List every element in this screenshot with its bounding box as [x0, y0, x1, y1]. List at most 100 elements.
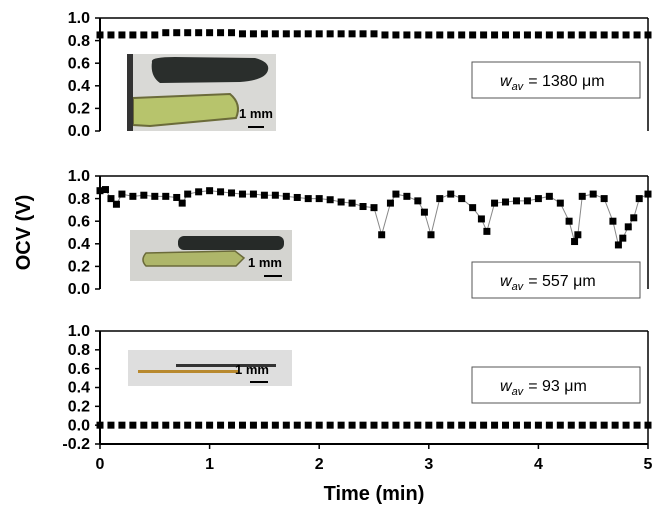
data-point — [512, 421, 520, 429]
data-point — [151, 192, 159, 200]
data-point — [107, 421, 115, 429]
data-point — [427, 231, 435, 239]
inset-photo — [130, 230, 292, 281]
data-point — [392, 190, 400, 198]
data-point — [162, 29, 170, 37]
data-point — [173, 193, 181, 201]
data-point — [512, 31, 520, 39]
data-point — [206, 29, 214, 37]
y-tick-label: 0.4 — [68, 236, 90, 253]
data-point — [112, 200, 120, 208]
data-point — [217, 29, 225, 37]
y-tick-label: -0.2 — [62, 436, 90, 453]
data-point — [534, 195, 542, 203]
label-text: wav = 93 μm — [500, 378, 587, 398]
data-point — [512, 197, 520, 205]
data-point — [293, 421, 301, 429]
data-point — [386, 199, 394, 207]
data-point — [381, 31, 389, 39]
data-point — [624, 223, 632, 231]
data-point — [458, 195, 466, 203]
data-point — [480, 421, 488, 429]
data-point — [101, 186, 109, 194]
data-point — [589, 31, 597, 39]
data-point — [206, 421, 214, 429]
label-value: = 557 μm — [528, 273, 595, 290]
data-point — [326, 30, 334, 38]
data-point — [556, 421, 564, 429]
data-point — [238, 421, 246, 429]
data-point — [228, 29, 236, 37]
data-point — [370, 30, 378, 38]
data-point — [118, 31, 126, 39]
data-point — [140, 191, 148, 199]
data-point — [469, 31, 477, 39]
data-point — [403, 31, 411, 39]
data-point — [556, 31, 564, 39]
x-axis-title: Time (min) — [324, 483, 425, 505]
scale-bar-label: 1 mm — [235, 362, 269, 377]
data-point — [600, 421, 608, 429]
data-point — [381, 421, 389, 429]
data-point — [477, 215, 485, 223]
data-point — [184, 190, 192, 198]
data-point — [414, 197, 422, 205]
label-subscript: av — [512, 281, 525, 293]
data-point — [534, 421, 542, 429]
data-point — [178, 199, 186, 207]
data-point — [502, 198, 510, 206]
label-text: wav = 1380 μm — [500, 73, 605, 93]
data-point — [304, 195, 312, 203]
data-point — [447, 31, 455, 39]
data-point — [392, 31, 400, 39]
x-tick-label: 3 — [424, 456, 433, 473]
data-point — [326, 196, 334, 204]
data-point — [304, 30, 312, 38]
y-tick-label: 1.0 — [68, 168, 90, 185]
data-point — [469, 421, 477, 429]
data-point — [315, 30, 323, 38]
data-point — [523, 421, 531, 429]
y-tick-label: 0.2 — [68, 259, 90, 276]
label-value: = 93 μm — [528, 378, 587, 395]
label-symbol: w — [500, 73, 513, 90]
data-point — [96, 187, 104, 195]
data-point — [96, 421, 104, 429]
data-point — [315, 421, 323, 429]
data-point — [436, 31, 444, 39]
y-tick-label: 0.4 — [68, 380, 90, 397]
y-tick-label: 0.0 — [68, 281, 90, 298]
y-tick-label: 0.4 — [68, 78, 90, 95]
data-point — [609, 217, 617, 225]
y-tick-label: 0.6 — [68, 55, 90, 72]
data-point — [545, 31, 553, 39]
data-point — [556, 199, 564, 207]
data-point — [238, 190, 246, 198]
data-point — [600, 31, 608, 39]
data-point — [480, 31, 488, 39]
data-point — [578, 192, 586, 200]
x-tick-label: 4 — [534, 456, 543, 473]
data-point — [414, 421, 422, 429]
data-point — [571, 238, 579, 246]
label-subscript: av — [512, 81, 525, 93]
data-point — [359, 421, 367, 429]
data-point — [195, 188, 203, 196]
data-point — [420, 208, 428, 216]
data-point — [447, 190, 455, 198]
data-point — [118, 190, 126, 198]
data-point — [545, 192, 553, 200]
data-point — [359, 30, 367, 38]
inset-photo — [127, 54, 276, 131]
y-tick-label: 0.8 — [68, 33, 90, 50]
data-point — [337, 198, 345, 206]
data-point — [523, 31, 531, 39]
data-point — [173, 29, 181, 37]
data-point — [392, 421, 400, 429]
data-point — [337, 30, 345, 38]
data-point — [491, 421, 499, 429]
label-text: wav = 557 μm — [500, 273, 596, 293]
data-point — [611, 31, 619, 39]
data-point — [228, 189, 236, 197]
data-point — [425, 31, 433, 39]
